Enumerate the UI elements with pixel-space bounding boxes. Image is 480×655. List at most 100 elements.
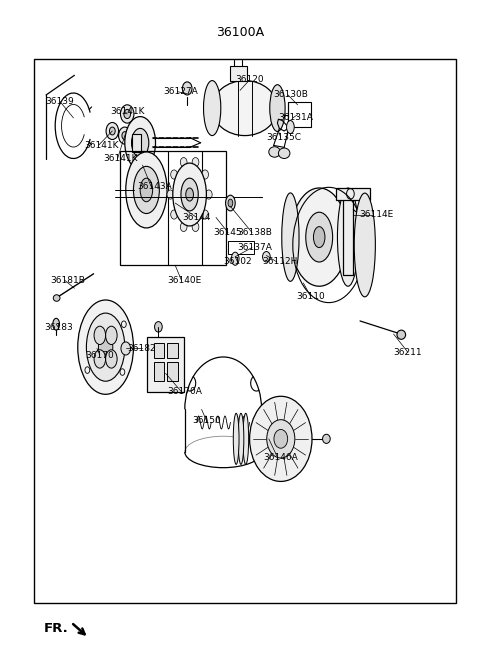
Bar (147, 337, 184, 392)
Ellipse shape (106, 122, 119, 140)
Bar (343, 196, 353, 275)
Ellipse shape (287, 121, 294, 134)
Bar (154, 343, 164, 358)
Bar (167, 343, 178, 358)
Ellipse shape (192, 158, 199, 167)
Ellipse shape (98, 335, 113, 359)
Ellipse shape (126, 152, 167, 228)
Bar (132, 134, 141, 152)
Text: 36139: 36139 (46, 97, 74, 106)
Bar (288, 102, 311, 127)
Bar (34, 59, 456, 603)
Text: 36112H: 36112H (263, 257, 298, 267)
Text: 36141K: 36141K (110, 107, 145, 116)
Ellipse shape (202, 210, 208, 219)
Text: 36100A: 36100A (216, 26, 264, 39)
Ellipse shape (228, 199, 233, 207)
Ellipse shape (171, 170, 178, 179)
Ellipse shape (250, 396, 312, 481)
Ellipse shape (358, 212, 364, 219)
Bar (120, 151, 226, 265)
Text: 36130B: 36130B (274, 90, 309, 100)
Ellipse shape (94, 326, 106, 345)
Ellipse shape (233, 413, 239, 464)
Ellipse shape (397, 330, 406, 339)
Ellipse shape (119, 127, 131, 144)
Bar (336, 188, 370, 200)
Text: 36146A: 36146A (263, 453, 298, 462)
Text: 36110: 36110 (296, 291, 325, 301)
Text: 36120: 36120 (235, 75, 264, 84)
Ellipse shape (181, 178, 198, 211)
Ellipse shape (290, 188, 348, 286)
Text: 36143A: 36143A (137, 182, 171, 191)
Ellipse shape (226, 195, 235, 211)
Text: 36131A: 36131A (278, 113, 313, 122)
Ellipse shape (109, 127, 115, 135)
Text: 36181B: 36181B (50, 276, 85, 285)
Text: 36145: 36145 (214, 228, 242, 237)
Ellipse shape (171, 210, 178, 219)
Text: 36114E: 36114E (359, 210, 393, 219)
Ellipse shape (202, 170, 208, 179)
Ellipse shape (313, 227, 325, 248)
Ellipse shape (212, 81, 277, 136)
Ellipse shape (53, 295, 60, 301)
Ellipse shape (53, 318, 60, 330)
Ellipse shape (205, 190, 212, 199)
Text: 36102: 36102 (223, 257, 252, 267)
Text: 36144: 36144 (182, 213, 211, 222)
Bar (167, 362, 178, 381)
Text: 36140E: 36140E (167, 276, 201, 285)
Ellipse shape (94, 350, 106, 368)
Ellipse shape (121, 342, 131, 355)
Ellipse shape (306, 212, 333, 262)
Text: 36170: 36170 (85, 350, 114, 360)
Ellipse shape (354, 193, 375, 297)
Ellipse shape (106, 326, 117, 345)
Text: 36141K: 36141K (103, 154, 138, 163)
Ellipse shape (140, 178, 153, 202)
Ellipse shape (204, 81, 221, 136)
Ellipse shape (192, 222, 199, 231)
Bar (154, 362, 164, 381)
Ellipse shape (124, 109, 131, 119)
Ellipse shape (337, 188, 359, 286)
Ellipse shape (78, 300, 133, 394)
Text: 36150: 36150 (192, 416, 221, 425)
Text: FR.: FR. (44, 622, 69, 635)
Ellipse shape (180, 222, 187, 231)
Text: 36137A: 36137A (238, 243, 273, 252)
Ellipse shape (282, 193, 299, 282)
Ellipse shape (278, 148, 290, 159)
Text: 36138B: 36138B (238, 228, 273, 237)
Ellipse shape (125, 117, 156, 169)
Ellipse shape (173, 163, 206, 226)
Ellipse shape (122, 132, 128, 140)
Ellipse shape (269, 147, 280, 157)
Text: 36211: 36211 (394, 348, 422, 357)
Text: 36182: 36182 (127, 344, 156, 353)
Ellipse shape (167, 190, 174, 199)
Ellipse shape (120, 105, 134, 123)
Ellipse shape (180, 158, 187, 167)
Text: 36170A: 36170A (167, 387, 202, 396)
Text: 36127A: 36127A (163, 87, 198, 96)
Ellipse shape (267, 420, 295, 458)
Bar (230, 66, 247, 81)
Text: 36135C: 36135C (266, 133, 301, 142)
Ellipse shape (155, 322, 162, 332)
Ellipse shape (106, 350, 117, 368)
Ellipse shape (86, 313, 125, 381)
Ellipse shape (323, 434, 330, 443)
Ellipse shape (238, 413, 244, 464)
Ellipse shape (132, 128, 149, 157)
Bar (228, 241, 254, 254)
Ellipse shape (274, 430, 288, 448)
Text: 36183: 36183 (44, 323, 73, 332)
Text: 36141K: 36141K (84, 141, 119, 150)
Ellipse shape (133, 166, 159, 214)
Ellipse shape (270, 84, 285, 132)
Ellipse shape (231, 252, 239, 265)
Ellipse shape (182, 82, 192, 95)
